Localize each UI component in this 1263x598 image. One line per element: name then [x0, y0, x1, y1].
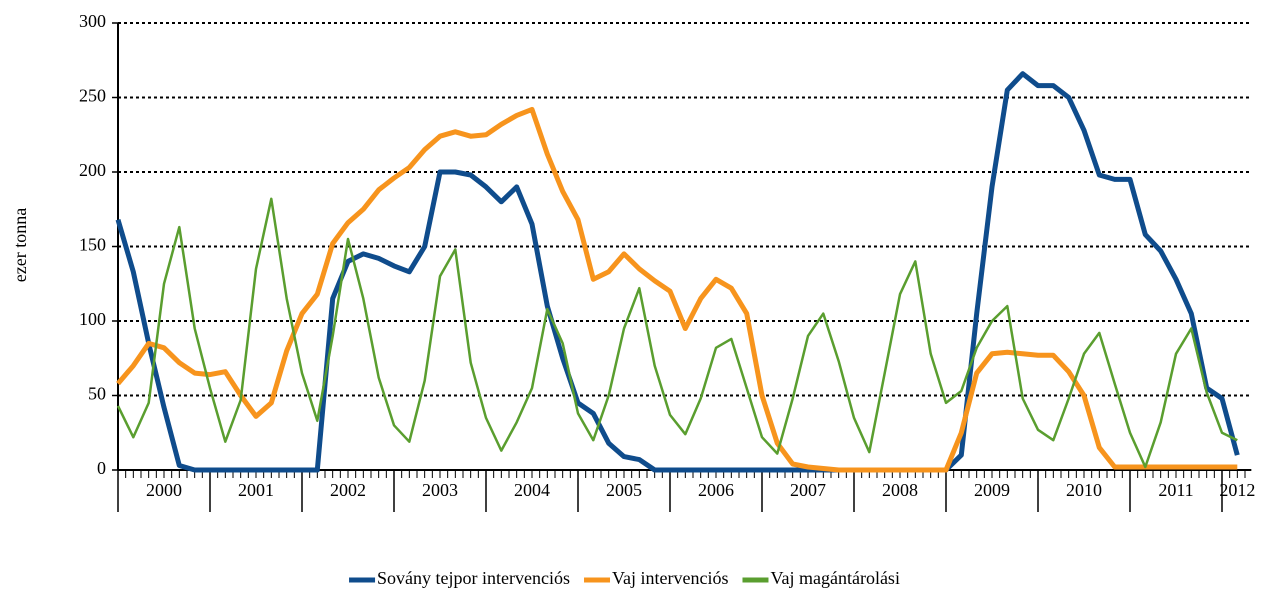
y-tick-label: 200 [79, 160, 106, 180]
series-line [116, 106, 1238, 473]
legend-item: Sovány tejpor intervenciós [349, 568, 570, 588]
legend-label: Vaj magántárolási [770, 568, 899, 588]
y-axis-label: ezer tonna [10, 208, 30, 282]
x-tick-label: 2007 [790, 480, 826, 500]
x-tick-label: 2012 [1219, 480, 1255, 500]
x-tick-label: 2001 [238, 480, 274, 500]
x-tick-label: 2004 [514, 480, 550, 500]
legend-label: Sovány tejpor intervenciós [377, 568, 570, 588]
y-tick-label: 100 [79, 309, 106, 329]
y-tick-label: 0 [97, 458, 106, 478]
x-tick-label: 2002 [330, 480, 366, 500]
legend-item: Vaj intervenciós [584, 568, 728, 588]
x-tick-label: 2005 [606, 480, 642, 500]
x-tick-label: 2009 [974, 480, 1010, 500]
y-tick-label: 150 [79, 235, 106, 255]
y-tick-label: 250 [79, 86, 106, 106]
x-tick-label: 2003 [422, 480, 458, 500]
y-tick-label: 50 [88, 384, 106, 404]
series-line [115, 71, 1240, 473]
legend-label: Vaj intervenciós [612, 568, 728, 588]
y-tick-label: 300 [79, 11, 106, 31]
legend-item: Vaj magántárolási [742, 568, 900, 588]
x-tick-label: 2010 [1066, 480, 1102, 500]
x-tick-label: 2006 [698, 480, 734, 500]
series-line [116, 197, 1238, 469]
x-tick-label: 2011 [1158, 480, 1193, 500]
x-tick-label: 2008 [882, 480, 918, 500]
x-tick-label: 2000 [146, 480, 182, 500]
